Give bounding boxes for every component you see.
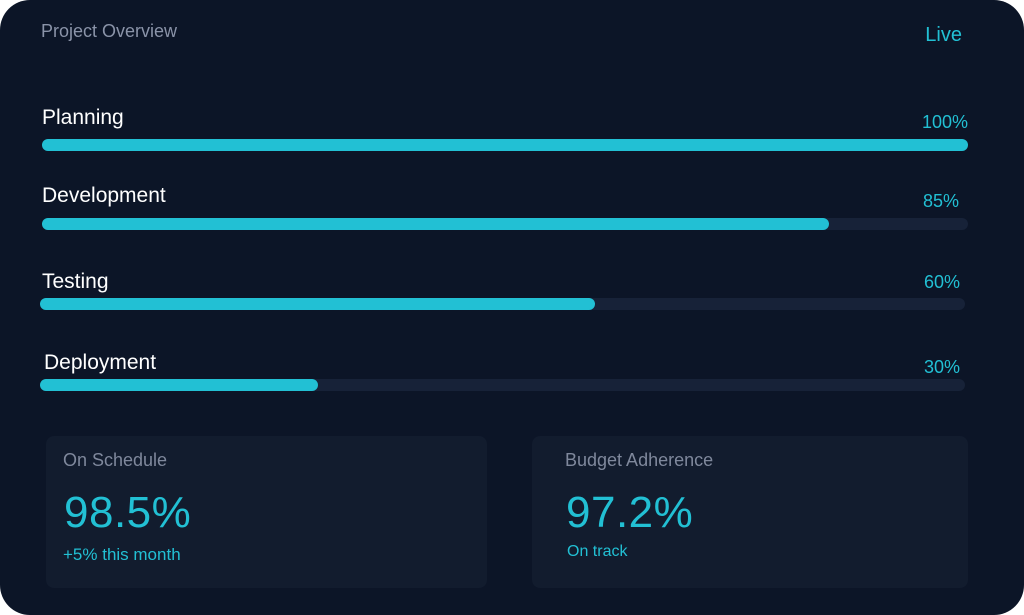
progress-track bbox=[40, 298, 965, 310]
stage-percent: 85% bbox=[922, 191, 959, 211]
progress-track bbox=[40, 379, 965, 391]
stage-percent: 60% bbox=[923, 272, 960, 292]
progress-fill bbox=[40, 379, 318, 391]
metric-label: Budget Adherence bbox=[565, 450, 714, 470]
stage-testing: Testing 60% bbox=[40, 270, 965, 310]
progress-fill bbox=[40, 298, 595, 310]
stage-percent: 30% bbox=[923, 357, 960, 377]
metric-value: 98.5% bbox=[64, 488, 192, 537]
metric-on-schedule: On Schedule 98.5% +5% this month bbox=[46, 436, 487, 588]
live-status-indicator: Live bbox=[925, 24, 962, 46]
metric-label: On Schedule bbox=[63, 450, 168, 470]
progress-fill bbox=[42, 139, 968, 151]
metric-trend: +5% this month bbox=[63, 545, 181, 564]
metric-value: 97.2% bbox=[566, 488, 694, 537]
progress-track bbox=[42, 218, 968, 230]
stage-development: Development 85% bbox=[42, 184, 968, 230]
stage-label: Planning bbox=[42, 106, 124, 129]
stage-label: Testing bbox=[42, 270, 109, 293]
stage-percent: 100% bbox=[921, 112, 968, 132]
card-title: Project Overview bbox=[41, 21, 178, 41]
progress-fill bbox=[42, 218, 830, 230]
stage-label: Deployment bbox=[44, 351, 157, 374]
progress-track bbox=[42, 139, 968, 151]
metric-budget-adherence: Budget Adherence 97.2% On track bbox=[532, 436, 968, 588]
metric-status: On track bbox=[567, 543, 628, 560]
stage-planning: Planning 100% bbox=[42, 106, 968, 152]
stage-deployment: Deployment 30% bbox=[40, 351, 965, 393]
stage-label: Development bbox=[42, 184, 166, 207]
